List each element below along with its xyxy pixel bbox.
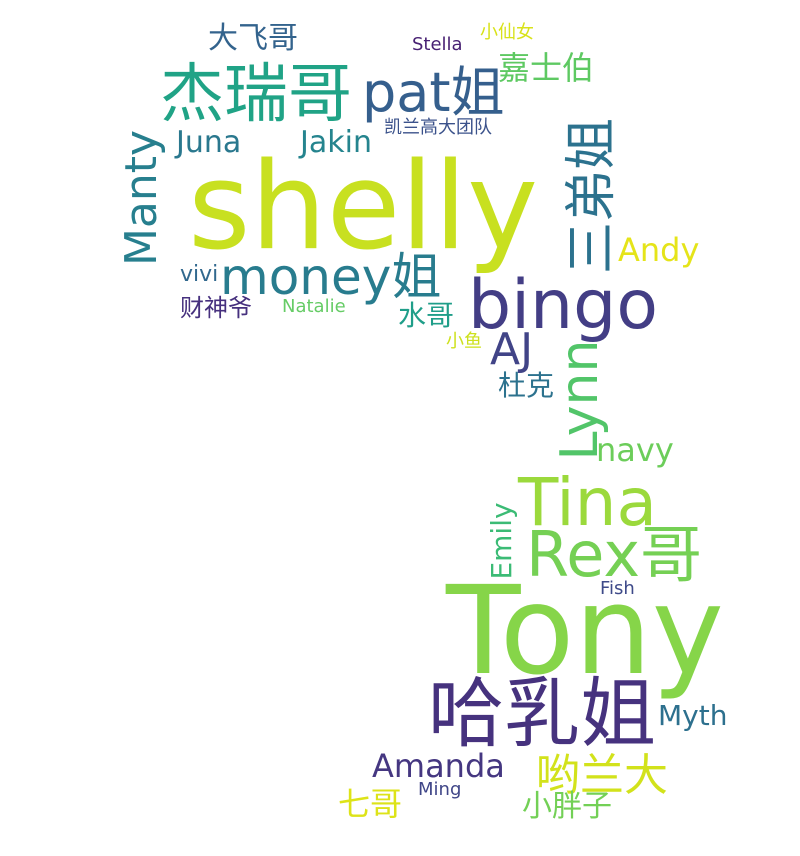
- word-yolanda: 哟兰大: [536, 750, 668, 801]
- word-ming: Ming: [418, 779, 462, 800]
- word-aj: AJ: [490, 324, 534, 375]
- word-fish: Fish: [600, 578, 635, 599]
- word-juna: Juna: [176, 125, 242, 160]
- word-money-jie: money姐: [220, 248, 442, 306]
- word-jerry-ge: 杰瑞哥: [160, 58, 352, 132]
- word-kailan-team: 凯兰高大团队: [384, 117, 492, 138]
- word-rex-ge: Rex哥: [526, 518, 703, 591]
- word-pat-jie: pat姐: [362, 61, 505, 124]
- word-bingo: bingo: [468, 266, 658, 345]
- word-caishenye: 财神爷: [180, 294, 252, 322]
- word-xiaopangzi: 小胖子: [522, 789, 612, 824]
- word-natalie: Natalie: [282, 296, 346, 317]
- word-sandi-jie: 三弟姐: [562, 117, 622, 275]
- word-tony: Tony: [446, 560, 724, 702]
- word-shelly: shelly: [188, 138, 539, 277]
- word-jakin: Jakin: [300, 125, 372, 160]
- word-stella: Stella: [412, 34, 463, 55]
- word-jiashibo: 嘉士伯: [498, 49, 595, 87]
- word-duke: 杜克: [498, 369, 555, 402]
- word-vivi: vivi: [180, 262, 219, 287]
- word-lynn: Lynn: [550, 339, 610, 461]
- word-tina: Tina: [518, 464, 657, 541]
- word-navy: navy: [596, 431, 674, 469]
- word-manty: Manty: [116, 129, 167, 267]
- word-myth: Myth: [658, 699, 728, 732]
- word-xiaoyu: 小鱼: [446, 331, 482, 352]
- word-xiaoxiannv: 小仙女: [480, 22, 534, 43]
- word-shui-ge: 水哥: [398, 299, 455, 332]
- word-andy: Andy: [618, 231, 700, 269]
- word-amanda: Amanda: [372, 747, 505, 785]
- word-qi-ge: 七哥: [338, 785, 403, 823]
- word-dafei-ge: 大飞哥: [208, 21, 298, 56]
- word-haru-jie: 哈乳姐: [428, 669, 656, 758]
- word-emily: Emily: [485, 502, 518, 580]
